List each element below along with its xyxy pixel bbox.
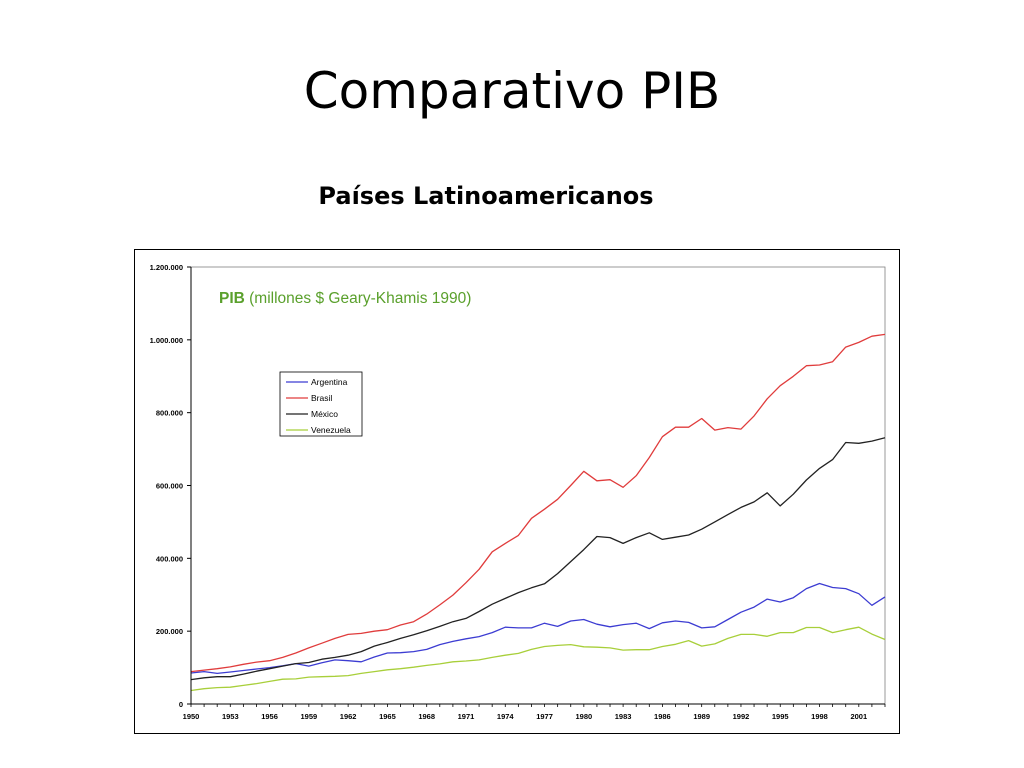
y-tick-label: 600.000 — [156, 482, 183, 491]
series-line-venezuela — [190, 626, 886, 692]
series-line-brasil — [190, 333, 886, 673]
y-tick-label: 0 — [179, 700, 183, 709]
x-tick-label: 1992 — [733, 712, 750, 721]
series-layer — [190, 333, 886, 692]
x-tick-label: 1953 — [222, 712, 239, 721]
x-tick-label: 1983 — [615, 712, 632, 721]
plot-area — [190, 266, 886, 705]
x-axis: 1950 1953 1956 1959 1962 1965 1968 1971 1974 1977… — [183, 704, 886, 721]
x-tick-label: 1956 — [261, 712, 278, 721]
legend: Argentina Brasil México Venezuela — [279, 371, 363, 437]
x-tick-label: 1998 — [811, 712, 828, 721]
x-tick-label: 1989 — [693, 712, 710, 721]
x-tick-label: 1986 — [654, 712, 671, 721]
series-line-mxico — [190, 437, 886, 681]
x-tick-label: 1962 — [340, 712, 357, 721]
y-tick-label: 800.000 — [156, 409, 183, 418]
legend-box — [279, 371, 363, 437]
chart-title: PIB (millones $ Geary-Khamis 1990) — [219, 290, 471, 307]
y-tick-label: 200.000 — [156, 627, 183, 636]
legend-label: Brasil — [311, 393, 332, 403]
chart-title-bold: PIB — [219, 290, 245, 307]
x-tick-label: 1995 — [772, 712, 789, 721]
gdp-line-chart: 0 200.000 400.000 600.000 800.000 1.000.000 1.… — [150, 263, 886, 721]
y-tick-label: 1.200.000 — [150, 263, 183, 272]
slide-subtitle: Países Latinoamericanos — [318, 182, 654, 210]
legend-label: Argentina — [311, 377, 348, 387]
x-tick-label: 1971 — [458, 712, 475, 721]
slide-title: Comparativo PIB — [303, 62, 721, 120]
x-tick-label: 1977 — [536, 712, 553, 721]
x-tick-label: 1974 — [497, 712, 515, 721]
legend-label: México — [311, 409, 338, 419]
chart-title-rest: (millones $ Geary-Khamis 1990) — [245, 290, 472, 307]
series-line-argentina — [190, 582, 886, 675]
x-tick-label: 2001 — [850, 712, 867, 721]
x-tick-label: 1959 — [301, 712, 318, 721]
y-tick-label: 400.000 — [156, 554, 183, 563]
x-tick-label: 1980 — [575, 712, 592, 721]
chart-frame: 0 200.000 400.000 600.000 800.000 1.000.000 1.… — [134, 249, 900, 734]
x-tick-label: 1965 — [379, 712, 396, 721]
x-tick-label: 1950 — [183, 712, 200, 721]
legend-label: Venezuela — [311, 425, 351, 435]
y-axis: 0 200.000 400.000 600.000 800.000 1.000.000 1.… — [150, 263, 191, 709]
x-tick-label: 1968 — [418, 712, 435, 721]
y-tick-label: 1.000.000 — [150, 336, 183, 345]
